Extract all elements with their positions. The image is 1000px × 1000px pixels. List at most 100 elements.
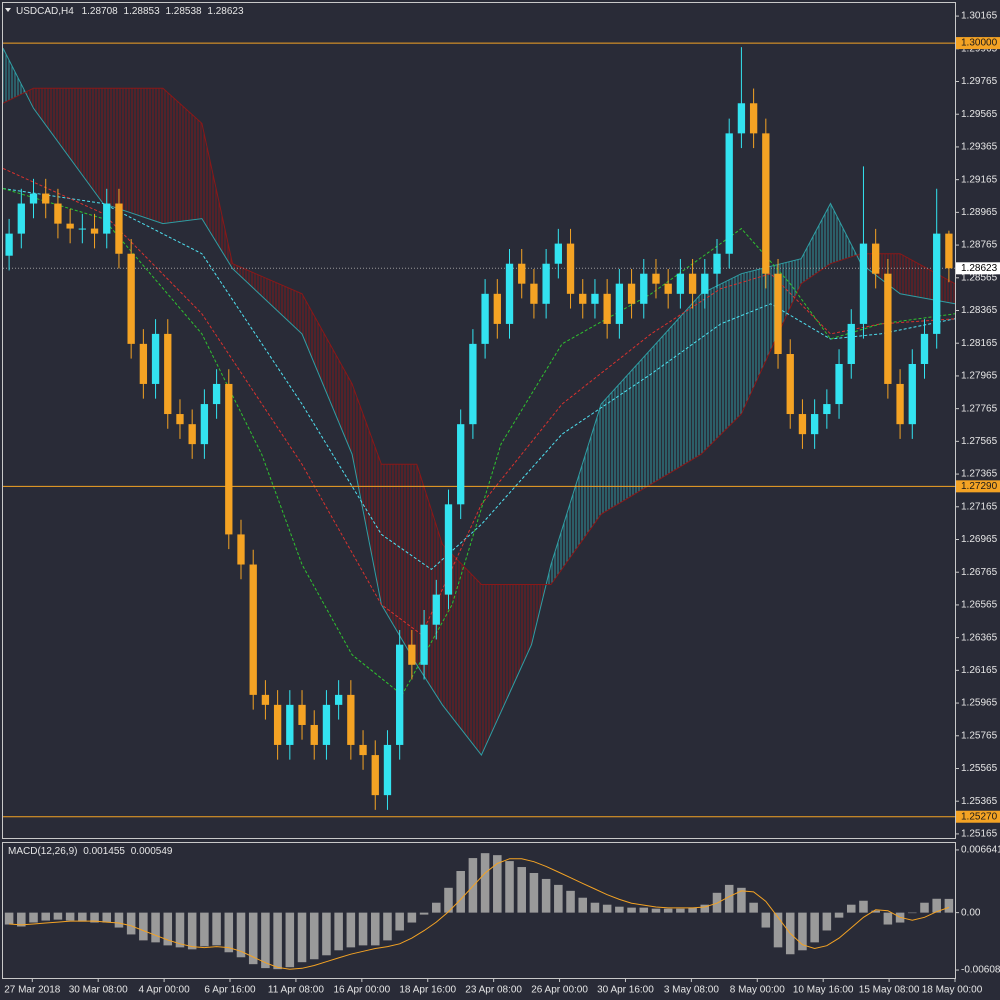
macd-bar bbox=[358, 912, 368, 946]
macd-bar bbox=[724, 884, 734, 913]
macd-value: 0.001455 bbox=[83, 846, 125, 857]
macd-bar bbox=[883, 912, 893, 925]
candle-body bbox=[896, 383, 904, 425]
x-tick-label: 30 Apr 16:00 bbox=[597, 985, 654, 996]
candle-body bbox=[334, 694, 343, 705]
level-label: 1.27290 bbox=[961, 481, 998, 492]
macd-bar bbox=[920, 902, 929, 913]
candle-body bbox=[749, 103, 758, 134]
candle-body bbox=[444, 504, 453, 595]
candle-body bbox=[701, 273, 709, 294]
y-tick-label: 0.006641 bbox=[961, 845, 1000, 856]
macd-bar bbox=[639, 907, 649, 913]
candle-body bbox=[530, 283, 538, 304]
macd-bar bbox=[200, 912, 209, 947]
candle-body bbox=[164, 333, 172, 415]
macd-bar bbox=[187, 912, 197, 950]
macd-bar bbox=[297, 912, 307, 963]
macd-bar bbox=[590, 902, 600, 913]
candle-body bbox=[322, 704, 331, 745]
macd-bar bbox=[932, 898, 941, 913]
candle-body bbox=[737, 103, 746, 134]
y-tick-label: 1.29565 bbox=[961, 109, 998, 120]
x-tick-label: 10 May 16:00 bbox=[793, 985, 854, 996]
macd-bar bbox=[761, 912, 771, 928]
candle-body bbox=[505, 263, 514, 324]
candle-body bbox=[847, 323, 855, 364]
y-tick-label: 1.25765 bbox=[961, 730, 998, 741]
current-price-box bbox=[956, 262, 1000, 275]
y-tick-label: 1.28165 bbox=[961, 338, 998, 349]
candle-body bbox=[237, 534, 245, 565]
macd-bar bbox=[578, 897, 588, 913]
candle-body bbox=[176, 414, 184, 425]
macd-bar bbox=[651, 908, 661, 913]
candle-body bbox=[652, 273, 660, 284]
candle-body bbox=[469, 343, 477, 425]
candle-body bbox=[664, 283, 672, 294]
y-tick-label: 1.27965 bbox=[961, 371, 998, 382]
candle-body bbox=[798, 414, 807, 435]
moving-average bbox=[2, 188, 956, 571]
layers: 1.301651.299651.297651.295651.293651.291… bbox=[2, 11, 1000, 996]
candle-body bbox=[371, 755, 379, 796]
candle-body bbox=[554, 243, 562, 264]
macd-bar bbox=[407, 912, 417, 923]
macd-bar bbox=[676, 908, 685, 913]
x-tick-label: 30 Mar 08:00 bbox=[69, 985, 128, 996]
candle-body bbox=[90, 228, 99, 234]
candle-body bbox=[151, 333, 160, 384]
current-price-label: 1.28623 bbox=[961, 263, 998, 274]
macd-bar bbox=[444, 887, 453, 913]
macd-bar bbox=[505, 861, 514, 913]
candle-body bbox=[310, 724, 318, 745]
x-tick-label: 26 Apr 00:00 bbox=[531, 985, 588, 996]
x-tick-label: 6 Apr 16:00 bbox=[204, 985, 256, 996]
x-tick-label: 3 May 08:00 bbox=[664, 985, 719, 996]
macd-bar bbox=[175, 912, 185, 948]
level-label: 1.30000 bbox=[961, 38, 998, 49]
high-price: 1.28853 bbox=[124, 6, 161, 17]
candle-body bbox=[54, 203, 62, 224]
macd-bar bbox=[346, 912, 356, 948]
y-tick-label: 1.27565 bbox=[961, 436, 998, 447]
moving-average bbox=[2, 167, 956, 636]
y-tick-label: 1.26765 bbox=[961, 567, 998, 578]
candle-body bbox=[298, 704, 306, 725]
y-tick-label: 0.00 bbox=[961, 907, 981, 918]
y-tick-label: 1.26365 bbox=[961, 632, 998, 643]
x-tick-label: 11 Apr 08:00 bbox=[268, 985, 324, 996]
macd-bar bbox=[517, 867, 526, 913]
signal-value: 0.000549 bbox=[131, 846, 173, 857]
macd-bar bbox=[663, 908, 673, 913]
moving-average bbox=[2, 188, 956, 696]
candle-body bbox=[603, 293, 611, 324]
macd-bar bbox=[627, 907, 636, 913]
candle-body bbox=[139, 343, 148, 384]
macd-bar bbox=[273, 912, 282, 970]
candle-body bbox=[640, 273, 648, 304]
candle-body bbox=[884, 273, 892, 384]
candle-body bbox=[261, 694, 270, 705]
level-label-box bbox=[956, 37, 1000, 50]
candle-body bbox=[286, 704, 294, 745]
macd-bar bbox=[139, 912, 148, 941]
candle-body bbox=[457, 424, 465, 505]
macd-bar bbox=[773, 912, 783, 948]
macd-bar bbox=[334, 912, 343, 951]
macd-bar bbox=[126, 912, 136, 935]
level-label-box bbox=[956, 480, 1000, 493]
macd-frame bbox=[2, 842, 956, 979]
candle-body bbox=[29, 193, 38, 204]
candle-body bbox=[591, 293, 599, 304]
macd-bar bbox=[688, 907, 697, 913]
macd-bar bbox=[90, 912, 99, 923]
low-price: 1.28538 bbox=[165, 6, 202, 17]
candle-body bbox=[42, 193, 50, 204]
macd-bar bbox=[700, 904, 710, 913]
y-tick-label: 1.29365 bbox=[961, 142, 998, 153]
macd-bar bbox=[480, 853, 490, 913]
menu-arrow[interactable] bbox=[5, 8, 11, 12]
candle-body bbox=[5, 233, 13, 256]
